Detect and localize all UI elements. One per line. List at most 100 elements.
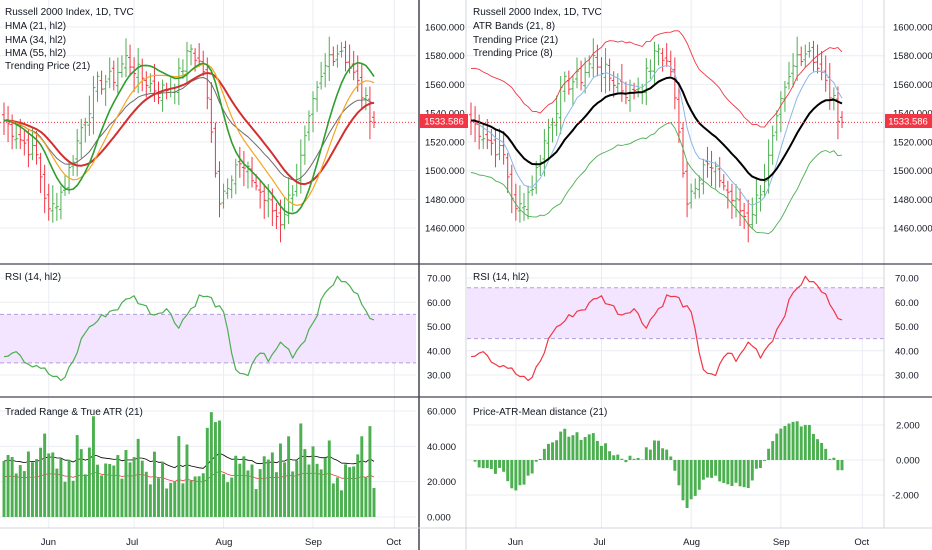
distance-bar bbox=[559, 431, 563, 460]
distance-bar bbox=[685, 460, 689, 509]
distance-bar bbox=[567, 436, 571, 460]
price-tick-label: 1480.000 bbox=[893, 195, 932, 206]
traded-range-bar bbox=[91, 416, 95, 517]
distance-bar bbox=[652, 440, 656, 460]
distance-bar bbox=[701, 460, 705, 480]
traded-range-bar bbox=[270, 452, 274, 517]
atr-tick-label: 60.000 bbox=[427, 407, 456, 418]
price-label-text: 1533.586 bbox=[888, 117, 928, 128]
distance-bar bbox=[669, 456, 673, 460]
rsi-tick-label: 30.00 bbox=[895, 371, 919, 382]
distance-bar bbox=[816, 439, 820, 460]
atr-band-lower-line bbox=[470, 122, 843, 235]
price-tick-label: 1480.000 bbox=[425, 195, 465, 206]
hma-34-line bbox=[3, 63, 375, 206]
trending-price-21-line bbox=[3, 77, 375, 181]
distance-bar bbox=[767, 448, 771, 460]
distance-bar bbox=[693, 460, 697, 496]
rsi-line bbox=[470, 275, 843, 382]
price-tick-label: 1520.000 bbox=[893, 137, 932, 148]
traded-range-bar bbox=[55, 468, 59, 517]
distance-bar bbox=[542, 448, 546, 460]
traded-range-bar bbox=[360, 436, 364, 517]
distance-bar bbox=[738, 460, 742, 487]
distance-bar bbox=[583, 437, 587, 460]
distance-bar bbox=[803, 424, 807, 460]
date-tick-label: Jun bbox=[41, 537, 56, 548]
distance-bar bbox=[758, 460, 762, 468]
traded-range-bar bbox=[136, 438, 140, 517]
distance-bar bbox=[518, 460, 522, 486]
distance-bar bbox=[587, 434, 591, 460]
traded-range-bar bbox=[185, 444, 189, 517]
traded-range-bar bbox=[340, 490, 343, 517]
left-main-legend: Russell 2000 Index, 1D, TVC HMA (21, hl2… bbox=[5, 7, 134, 72]
distance-bar bbox=[795, 421, 799, 460]
price-tick-label: 1500.000 bbox=[425, 166, 465, 177]
distance-bar bbox=[718, 460, 722, 482]
traded-range-bar bbox=[258, 469, 262, 517]
traded-range-bar bbox=[234, 455, 238, 517]
traded-range-bar bbox=[299, 423, 303, 517]
traded-range-bar bbox=[218, 420, 221, 517]
distance-bar bbox=[828, 458, 832, 460]
legend-trending21: Trending Price (21) bbox=[5, 61, 90, 72]
traded-range-bar bbox=[75, 435, 79, 517]
dist-tick-label: 0.000 bbox=[896, 456, 920, 467]
atr-band-upper-line bbox=[470, 30, 843, 128]
traded-range-bar bbox=[18, 465, 22, 517]
distance-bar bbox=[506, 460, 510, 482]
traded-range-bar bbox=[157, 478, 160, 517]
distance-bar bbox=[555, 440, 559, 460]
hma-21-line bbox=[3, 61, 375, 215]
traded-range-bar bbox=[246, 470, 250, 517]
dist-tick-label: -2.000 bbox=[892, 491, 919, 502]
legend-hma34: HMA (34, hl2) bbox=[5, 35, 66, 46]
traded-range-bar bbox=[120, 478, 124, 517]
traded-range-bar bbox=[173, 481, 177, 517]
distance-bar bbox=[677, 460, 681, 486]
distance-bar bbox=[820, 442, 824, 460]
traded-range-bar bbox=[87, 447, 91, 517]
distance-bar bbox=[722, 460, 726, 484]
right-main-legend: Russell 2000 Index, 1D, TVC ATR Bands (2… bbox=[473, 7, 602, 59]
traded-range-bar bbox=[152, 451, 156, 517]
distance-bar bbox=[783, 425, 787, 460]
price-label-bg bbox=[420, 114, 468, 128]
traded-range-bar bbox=[6, 455, 10, 517]
date-tick-label: Aug bbox=[683, 537, 700, 548]
distance-bar bbox=[485, 460, 489, 469]
traded-range-bar bbox=[250, 464, 254, 517]
distance-bar bbox=[595, 440, 599, 460]
legend-hma55: HMA (55, hl2) bbox=[5, 48, 66, 59]
rsi-tick-label: 40.00 bbox=[427, 346, 451, 357]
traded-range-bar bbox=[181, 483, 185, 517]
traded-range-bar bbox=[295, 460, 299, 517]
traded-range-bar bbox=[254, 489, 258, 517]
price-tick-label: 1580.000 bbox=[425, 51, 465, 62]
traded-range-bar bbox=[238, 463, 242, 517]
legend-trending8: Trending Price (8) bbox=[473, 48, 553, 59]
distance-bar bbox=[489, 460, 493, 470]
distance-bar bbox=[591, 433, 595, 460]
traded-range-bar bbox=[327, 440, 331, 517]
distance-bar bbox=[498, 460, 502, 468]
traded-range-bar bbox=[71, 480, 75, 517]
distance-bar bbox=[522, 460, 526, 485]
traded-range-bar bbox=[83, 474, 87, 517]
traded-range-bar bbox=[226, 482, 230, 517]
distance-bar bbox=[787, 423, 791, 460]
date-tick-label: Sep bbox=[305, 537, 322, 548]
distance-bar bbox=[697, 460, 701, 490]
traded-range-bar bbox=[39, 447, 43, 517]
distance-bar bbox=[473, 460, 477, 462]
rsi-line bbox=[3, 275, 375, 382]
price-tick-label: 1500.000 bbox=[893, 166, 932, 177]
traded-range-bar bbox=[67, 459, 71, 517]
traded-range-bar bbox=[116, 455, 120, 517]
traded-range-bar bbox=[79, 449, 83, 517]
rsi-tick-label: 50.00 bbox=[895, 322, 919, 333]
distance-bar bbox=[811, 433, 815, 460]
distance-bar bbox=[840, 460, 844, 471]
traded-range-bar bbox=[356, 454, 360, 517]
